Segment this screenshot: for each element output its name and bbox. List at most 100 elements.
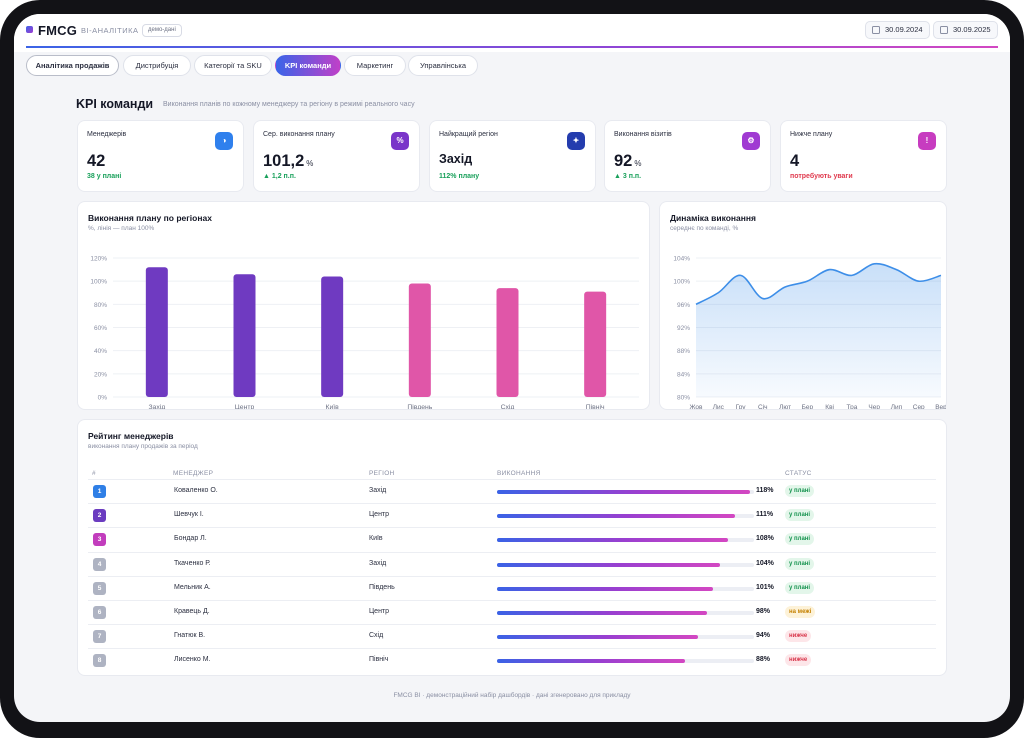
rank-badge: 1	[93, 485, 106, 498]
logo-icon	[26, 26, 33, 33]
kpi-card-best-region: Найкращий регіон ✦ Захід 112% плану	[430, 121, 595, 191]
kpi-value: 42	[87, 152, 106, 170]
x-tick-label: Лип	[891, 404, 903, 409]
y-tick-label: 80%	[677, 395, 690, 402]
table-row[interactable]: 5 Мельник А. Південь 101% у плані	[88, 577, 936, 601]
kpi-card-below-plan: Нижче плану ! 4 потребують уваги	[781, 121, 946, 191]
progress-fill	[497, 635, 699, 640]
manager-name: Ткаченко Р.	[174, 559, 211, 567]
status-badge: на межі	[785, 606, 816, 618]
date-from-picker[interactable]: 30.09.2024	[865, 21, 930, 39]
tab-marketing[interactable]: Маркетинг	[344, 55, 406, 76]
region-name: Схід	[369, 632, 384, 640]
rank-badge: 5	[93, 581, 106, 595]
column-header-progress[interactable]: ВИКОНАННЯ	[497, 470, 541, 477]
progress-bar	[497, 514, 754, 519]
manager-name: Шевчук І.	[174, 511, 204, 519]
status-badge: нижче	[785, 630, 812, 643]
y-tick-label: 0%	[98, 395, 108, 402]
progress-bar	[497, 611, 754, 615]
rank-badge: 7	[93, 630, 106, 644]
rank-badge: 2	[93, 509, 106, 523]
panel-title: Виконання плану по регіонах	[88, 213, 212, 223]
y-tick-label: 92%	[677, 325, 690, 332]
column-header-status[interactable]: СТАТУС	[785, 470, 812, 477]
progress-percent: 101%	[756, 583, 774, 591]
top-bar: FMCG BI-АНАЛІТИКА демо-дані 30.09.2024 3…	[14, 14, 1010, 52]
kpi-label: Виконання візитів	[614, 131, 672, 138]
brand-subtitle: BI-АНАЛІТИКА	[81, 26, 139, 35]
progress-fill	[497, 490, 750, 494]
y-tick-label: 80%	[94, 302, 107, 309]
pie-chart-icon: ◑	[215, 132, 233, 150]
progress-fill	[497, 514, 735, 519]
table-row[interactable]: 2 Шевчук І. Центр 111% у плані	[88, 504, 936, 528]
tab-distribution[interactable]: Дистрибуція	[123, 55, 191, 76]
x-tick-label: Схід	[501, 403, 515, 409]
kpi-value: 92%	[614, 152, 642, 170]
column-header-region[interactable]: РЕГІОН	[369, 470, 395, 477]
bar-Південь	[408, 283, 431, 397]
progress-fill	[497, 586, 714, 591]
tab-sales-analytics[interactable]: Аналітика продажів	[26, 55, 119, 76]
bar-Центр	[233, 274, 256, 397]
manager-name: Гнатюк В.	[174, 632, 206, 640]
x-tick-label: Кві	[825, 403, 834, 409]
region-name: Центр	[369, 608, 390, 615]
y-tick-label: 100%	[673, 279, 690, 286]
table-row[interactable]: 1 Коваленко О. Захід 118% у плані	[88, 480, 936, 504]
status-badge: у плані	[785, 509, 815, 522]
rank-badge: 8	[93, 654, 106, 668]
region-name: Захід	[369, 559, 387, 567]
kpi-value: 101,2%	[263, 152, 314, 170]
y-tick-label: 120%	[90, 256, 107, 263]
page-subtitle: Виконання планів по кожному менеджеру та…	[163, 101, 415, 108]
trend-chart-panel: Динаміка виконання середнє по команді, %…	[660, 202, 946, 409]
x-tick-label: Гру	[736, 404, 747, 409]
bar-Захід	[145, 267, 168, 397]
bar-Схід	[496, 288, 519, 397]
manager-name: Кравець Д.	[174, 608, 210, 615]
kpi-card-managers: Менеджерів ◑ 42 38 у плані	[78, 121, 243, 191]
progress-bar	[497, 538, 754, 543]
alert-icon: !	[918, 132, 936, 150]
table-row[interactable]: 8 Лисенко М. Північ 88% нижче	[88, 649, 936, 673]
star-icon: ✦	[567, 132, 585, 150]
column-header-rank[interactable]: #	[92, 470, 96, 477]
row-divider	[88, 479, 936, 480]
kpi-note: потребують уваги	[790, 173, 853, 180]
status-badge: у плані	[785, 485, 815, 497]
date-to-value: 30.09.2025	[953, 25, 991, 34]
y-tick-label: 40%	[94, 348, 107, 355]
app-screen: FMCG BI-АНАЛІТИКА демо-дані 30.09.2024 3…	[14, 14, 1010, 722]
x-tick-label: Лют	[779, 404, 791, 409]
progress-percent: 111%	[756, 511, 774, 519]
x-tick-label: Чер	[868, 404, 880, 409]
table-row[interactable]: 4 Ткаченко Р. Захід 104% у плані	[88, 553, 936, 577]
panel-subtitle: виконання плану продажів за період	[88, 443, 198, 450]
status-badge: нижче	[785, 654, 812, 667]
y-tick-label: 84%	[677, 371, 690, 378]
column-header-manager[interactable]: МЕНЕДЖЕР	[173, 470, 214, 477]
tab-categories-sku[interactable]: Категорії та SKU	[194, 55, 272, 76]
table-row[interactable]: 3 Бондар Л. Київ 108% у плані	[88, 528, 936, 552]
y-tick-label: 88%	[677, 348, 690, 355]
status-badge: у плані	[785, 533, 815, 546]
region-chart-panel: Виконання плану по регіонах %, лінія — п…	[78, 202, 649, 409]
table-row[interactable]: 7 Гнатюк В. Схід 94% нижче	[88, 625, 936, 649]
progress-percent: 108%	[756, 535, 774, 543]
tab-team-kpi[interactable]: KPI команди	[275, 55, 341, 76]
progress-bar	[497, 635, 754, 640]
table-row[interactable]: 6 Кравець Д. Центр 98% на межі	[88, 601, 936, 625]
percent-icon: %	[391, 132, 409, 150]
date-to-picker[interactable]: 30.09.2025	[933, 21, 998, 39]
kpi-note: 112% плану	[439, 173, 480, 180]
manager-ranking-panel: Рейтинг менеджерів виконання плану прода…	[78, 420, 946, 675]
progress-fill	[497, 562, 720, 567]
x-tick-label: Сер	[913, 404, 925, 409]
tab-management[interactable]: Управлінська	[408, 55, 478, 76]
kpi-card-visits: Виконання візитів ⚙ 92% ▲ 3 п.п.	[605, 121, 770, 191]
panel-subtitle: середнє по команді, %	[670, 225, 739, 232]
row-divider	[88, 551, 936, 553]
